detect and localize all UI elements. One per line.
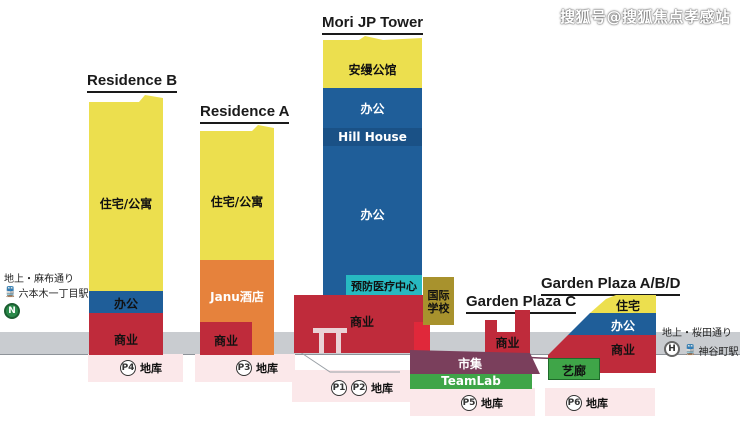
parking-p6: P6 地库	[566, 395, 608, 411]
garden-plaza-abd-title: Garden Plaza A/B/D	[541, 275, 681, 296]
residence-a-hotel-label: Janu酒店	[210, 290, 264, 304]
gate-pillar-right	[336, 333, 341, 353]
mori-tower-top-shape	[323, 36, 422, 88]
line-h-badge-icon: H	[664, 341, 680, 357]
mori-commercial-label: 商业	[349, 315, 374, 329]
international-school-label: 国际学校	[427, 289, 450, 315]
mori-commercial: 商业	[294, 295, 430, 353]
market-label: 市集	[457, 357, 482, 371]
parking-p4: P4 地库	[120, 360, 162, 376]
mori-commercial-accent	[414, 322, 430, 353]
mori-aman-label: 安缦公馆	[348, 63, 397, 77]
parking-p1-badge: P1	[331, 380, 347, 396]
residence-a-residential-label: 住宅/公寓	[210, 195, 264, 209]
garden-plaza-abd-commercial-label: 商业	[610, 343, 635, 357]
parking-p2-label: 地库	[371, 382, 393, 395]
mori-hill-house: Hill House	[323, 128, 422, 146]
mori-jp-tower-title: Mori JP Tower	[322, 14, 424, 35]
parking-area-p6	[545, 388, 655, 416]
train-icon: 🚆	[684, 345, 697, 356]
international-school: 国际学校	[423, 277, 454, 325]
right-station: 🚆 神谷町駅	[684, 343, 738, 358]
line-n-badge-icon: N	[4, 303, 20, 319]
residence-b-office-label: 办公	[113, 297, 138, 311]
residence-b-residential-shape	[89, 95, 163, 295]
residence-a-building: 住宅/公寓 Janu酒店 商业	[200, 125, 274, 355]
parking-p5-label: 地库	[481, 397, 503, 410]
residence-a-hotel: Janu酒店	[200, 260, 274, 322]
watermark: 搜狐号@搜狐焦点孝感站	[560, 8, 731, 26]
mori-office-lower-label: 办公	[360, 208, 385, 222]
residence-b-building: 住宅/公寓 办公 商业	[89, 95, 163, 355]
mori-jp-tower-building: 安缦公馆 办公 Hill House 办公	[323, 36, 422, 336]
mori-office-upper-label: 办公	[360, 102, 385, 116]
garden-plaza-abd-office-label: 办公	[610, 319, 635, 333]
market-area	[410, 350, 540, 374]
garden-plaza-c-building	[485, 310, 530, 355]
mori-office-lower: 办公	[323, 146, 422, 296]
residence-a-commercial-label: 商业	[213, 334, 238, 348]
mori-clinic: 预防医疗中心	[346, 275, 422, 295]
gallery-area: 艺廊	[548, 358, 600, 380]
mori-clinic-label: 预防医疗中心	[351, 280, 417, 293]
left-street-name: 地上・麻布通り	[4, 274, 74, 285]
residence-a-commercial: 商业	[200, 322, 252, 355]
residence-b-commercial: 商业	[89, 313, 163, 355]
residence-b-office: 办公	[89, 291, 163, 313]
residence-a-hotel-base	[252, 322, 274, 355]
parking-p6-badge: P6	[566, 395, 582, 411]
ground-line	[0, 354, 740, 355]
parking-p4-label: 地库	[140, 362, 162, 375]
right-station-name: 神谷町駅	[698, 347, 739, 358]
residence-b-residential-label: 住宅/公寓	[99, 197, 153, 211]
left-station-name: 六本木一丁目駅	[18, 289, 89, 300]
parking-p3-badge: P3	[236, 360, 252, 376]
residence-b-commercial-label: 商业	[113, 333, 138, 347]
teamlab-area: TeamLab	[410, 374, 532, 389]
train-icon: 🚆	[4, 287, 17, 298]
left-station: 🚆 六本木一丁目駅	[4, 285, 88, 300]
parking-p5: P5 地库	[461, 395, 503, 411]
teamlab-label: TeamLab	[441, 374, 501, 388]
gallery-label: 艺廊	[561, 364, 586, 378]
mori-hill-house-label: Hill House	[338, 130, 407, 144]
garden-plaza-c-commercial-label: 商业	[495, 336, 520, 350]
mori-office-upper: 办公	[323, 88, 422, 128]
parking-p6-label: 地库	[586, 397, 608, 410]
gate-roof	[313, 328, 347, 333]
gate-pillar-left	[319, 333, 324, 353]
parking-p3-label: 地库	[256, 362, 278, 375]
right-street-name: 地上・桜田通り	[662, 328, 732, 339]
garden-plaza-abd-residential-label: 住宅	[615, 299, 640, 313]
parking-p3: P3 地库	[236, 360, 278, 376]
residence-a-residential-shape	[200, 125, 274, 265]
residence-a-title: Residence A	[200, 103, 290, 124]
parking-p4-badge: P4	[120, 360, 136, 376]
parking-p5-badge: P5	[461, 395, 477, 411]
parking-p2-badge: P2	[351, 380, 367, 396]
residence-b-title: Residence B	[87, 72, 178, 93]
parking-p1-p2: P1 P2 地库	[331, 380, 393, 396]
